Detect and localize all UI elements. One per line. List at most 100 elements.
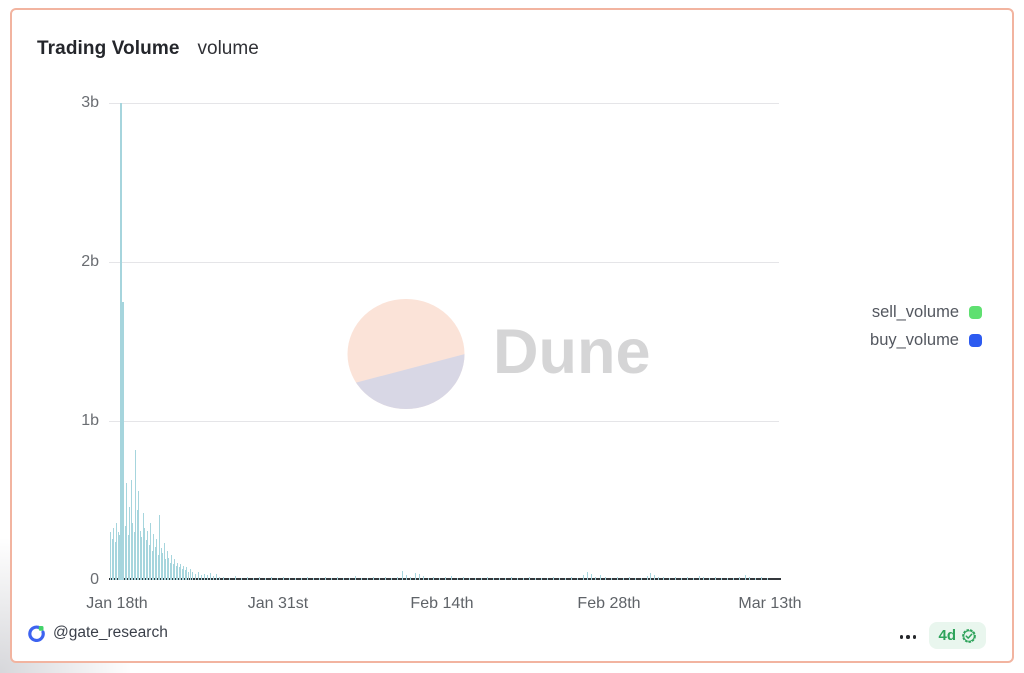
bar [647,576,649,580]
bar [481,578,483,580]
bar [675,577,677,580]
bar [247,576,249,580]
ellipsis-icon [912,635,916,639]
bar [587,572,589,580]
bar [457,578,459,580]
bar [391,578,393,580]
bar [161,548,163,580]
bar [623,578,625,580]
x-tick-label: Mar 13th [738,595,802,612]
bar [185,570,187,580]
bar [617,576,619,580]
bar [469,578,471,580]
bar [170,562,172,580]
bar [419,574,421,580]
legend-item-buy_volume[interactable]: buy_volume [870,331,982,350]
author-link[interactable]: @gate_research [28,624,168,642]
x-tick-label: Feb 14th [410,595,474,612]
bar [173,564,175,580]
bar [749,576,751,580]
bar [115,541,117,580]
bar [143,513,145,580]
bar [241,578,243,580]
bar [162,552,164,580]
bar [379,578,381,580]
bar [319,577,321,580]
bar [325,576,327,580]
bar [177,562,179,580]
bar [190,568,192,580]
bar [150,522,152,580]
bar [192,572,194,580]
bar [755,577,757,580]
bar [337,577,339,580]
bar [721,578,723,580]
bar [188,572,190,580]
author-handle: @gate_research [53,624,168,641]
bar [137,510,139,580]
bar [406,575,408,580]
bar [118,532,120,580]
bar [153,533,155,580]
bar [423,576,425,580]
ellipsis-icon [906,635,910,639]
bar [693,578,695,580]
bar [605,577,607,580]
bar [451,576,453,580]
bar [140,530,142,580]
bar [761,577,763,580]
bar [493,578,495,580]
bar [511,577,513,580]
bar [591,574,593,580]
bar [159,514,161,580]
chart-title: Trading Volume [37,38,180,59]
bar [122,301,124,580]
plot-area[interactable] [110,103,775,580]
y-tick-label: 2b [81,253,99,270]
ellipsis-icon [899,635,903,639]
bar [355,575,357,580]
bar [119,535,121,580]
bar [658,576,660,580]
bar [167,551,169,580]
bar [156,538,158,580]
legend-label: buy_volume [870,331,959,349]
legend-item-sell_volume[interactable]: sell_volume [870,303,982,322]
bar [767,578,769,580]
bar [641,577,643,580]
bar [174,559,176,580]
refresh-age-badge[interactable]: 4d [929,622,986,649]
bar [611,577,613,580]
bar [663,577,665,580]
x-tick-label: Jan 31st [247,595,309,612]
bar [331,578,333,580]
bar [271,577,273,580]
bar [428,577,430,580]
bar [499,577,501,580]
bar [277,578,279,580]
bar [600,574,602,580]
more-options-button[interactable] [896,631,921,643]
bar [715,577,717,580]
bar [131,479,133,580]
bar [307,577,309,580]
bar [146,540,148,580]
bar [168,557,170,580]
bar [529,577,531,580]
bar [739,576,741,580]
bar [179,567,181,580]
bar [313,578,315,580]
bar [201,575,203,580]
bar [650,572,652,580]
bar [505,578,507,580]
legend-swatch [969,306,982,319]
bar [265,578,267,580]
bar [180,564,182,580]
bar [126,483,128,580]
gridline [109,421,779,422]
bar [727,577,729,580]
bar [709,577,711,580]
bar [120,103,122,580]
y-tick-label: 1b [81,412,99,429]
